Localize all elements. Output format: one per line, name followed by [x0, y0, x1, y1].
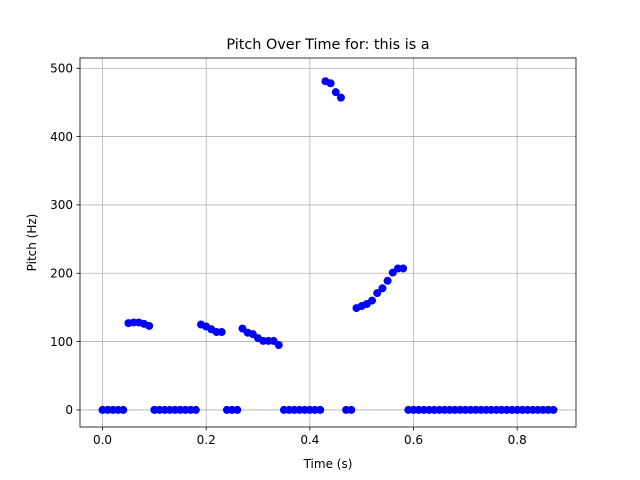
data-point — [119, 405, 128, 414]
x-tick-label: 0.2 — [197, 433, 216, 447]
data-point — [373, 289, 382, 298]
chart-title: Pitch Over Time for: this is a — [226, 37, 429, 53]
data-points — [98, 77, 558, 414]
y-tick-label: 400 — [50, 130, 73, 144]
data-point — [383, 276, 392, 285]
x-axis-label: Time (s) — [303, 457, 353, 471]
data-point — [399, 264, 408, 273]
x-tick-label: 0.6 — [404, 433, 423, 447]
data-point — [145, 321, 154, 330]
data-point — [316, 405, 325, 414]
data-point — [326, 79, 335, 88]
y-tick-label: 0 — [65, 403, 73, 417]
y-tick-label: 500 — [50, 62, 73, 76]
y-axis-ticks: 0 100 200 300 400 500 — [50, 62, 80, 417]
data-point — [233, 405, 242, 414]
data-point — [336, 93, 345, 102]
data-point — [274, 341, 283, 349]
data-point — [191, 405, 200, 414]
data-point — [217, 328, 226, 337]
data-point — [347, 405, 356, 414]
y-tick-label: 200 — [50, 267, 73, 281]
x-axis-ticks: 0.0 0.2 0.4 0.6 0.8 — [93, 427, 527, 447]
y-tick-label: 300 — [50, 198, 73, 212]
data-point — [378, 284, 387, 293]
data-point — [549, 405, 558, 414]
x-tick-label: 0.4 — [300, 433, 319, 447]
y-tick-label: 100 — [50, 335, 73, 349]
plot-area — [80, 58, 576, 427]
data-point — [368, 296, 377, 305]
x-tick-label: 0.0 — [93, 433, 112, 447]
y-axis-label: Pitch (Hz) — [25, 214, 39, 272]
grid-lines — [80, 58, 576, 427]
plot-frame — [79, 57, 577, 428]
x-tick-label: 0.8 — [508, 433, 527, 447]
data-point — [331, 88, 340, 97]
